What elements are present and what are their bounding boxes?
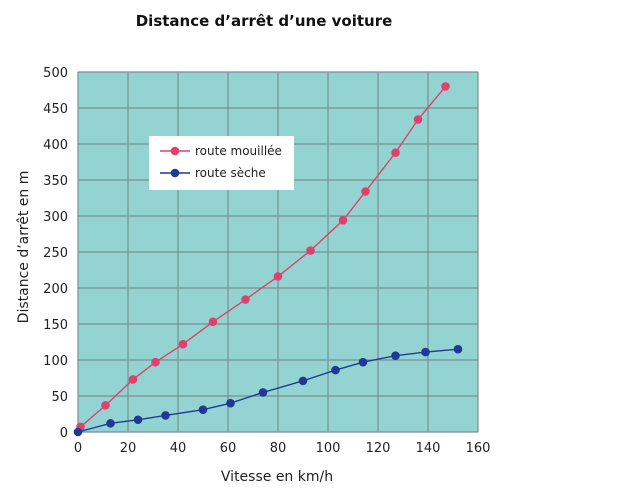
data-point <box>101 401 110 410</box>
data-point <box>358 357 368 367</box>
data-point <box>338 216 348 225</box>
y-axis-ticks: 0 50 100 150 200 250 300 350 400 450 500 <box>43 66 68 441</box>
data-point <box>208 317 218 327</box>
legend: route mouillée route sèche <box>149 136 294 190</box>
y-tick-label: 100 <box>43 354 68 369</box>
data-point <box>198 405 208 414</box>
data-point <box>161 411 170 420</box>
y-tick-label: 500 <box>43 66 68 81</box>
x-tick-label: 100 <box>316 441 341 456</box>
y-tick-label: 50 <box>51 390 68 405</box>
legend-label: route sèche <box>195 166 266 180</box>
data-point <box>361 187 370 196</box>
x-tick-label: 20 <box>120 441 137 456</box>
data-point <box>133 415 143 425</box>
y-tick-label: 250 <box>43 246 68 261</box>
y-tick-label: 0 <box>60 426 68 441</box>
y-tick-label: 200 <box>43 282 68 297</box>
data-point <box>413 115 423 124</box>
data-point <box>241 295 250 304</box>
data-point <box>391 148 400 157</box>
x-tick-label: 80 <box>270 441 287 456</box>
data-point <box>258 388 268 397</box>
data-point <box>151 357 160 367</box>
data-point <box>306 246 315 255</box>
x-tick-label: 60 <box>220 441 237 456</box>
chart-title: Distance d’arrêt d’une voiture <box>136 12 393 30</box>
x-tick-label: 120 <box>366 441 391 456</box>
x-tick-label: 160 <box>466 441 491 456</box>
x-tick-label: 140 <box>416 441 441 456</box>
x-axis-ticks: 0 20 40 60 80 100 120 140 160 <box>74 441 491 456</box>
data-point <box>106 419 115 428</box>
data-point <box>453 344 463 354</box>
x-tick-label: 40 <box>170 441 187 456</box>
data-point <box>128 375 138 384</box>
y-tick-label: 350 <box>43 174 68 189</box>
legend-box <box>149 136 294 190</box>
data-point <box>273 272 283 281</box>
y-tick-label: 450 <box>43 102 68 117</box>
series-line <box>80 85 447 428</box>
data-point <box>226 398 235 408</box>
y-tick-label: 150 <box>43 318 68 333</box>
data-point <box>331 365 340 375</box>
data-point <box>178 339 188 349</box>
y-tick-label: 300 <box>43 210 68 225</box>
y-axis-label: Distance d’arrêt en m <box>16 171 32 324</box>
x-axis-label: Vitesse en km/h <box>221 469 333 485</box>
data-point <box>73 427 83 437</box>
legend-label: route mouillée <box>195 144 282 158</box>
series-layer <box>73 82 463 437</box>
x-tick-label: 0 <box>74 441 82 456</box>
data-point <box>441 82 450 91</box>
legend-marker <box>170 168 180 178</box>
legend-marker <box>170 146 180 156</box>
data-point <box>298 376 308 386</box>
data-point <box>421 347 430 357</box>
data-point <box>391 351 400 360</box>
y-tick-label: 400 <box>43 138 68 153</box>
